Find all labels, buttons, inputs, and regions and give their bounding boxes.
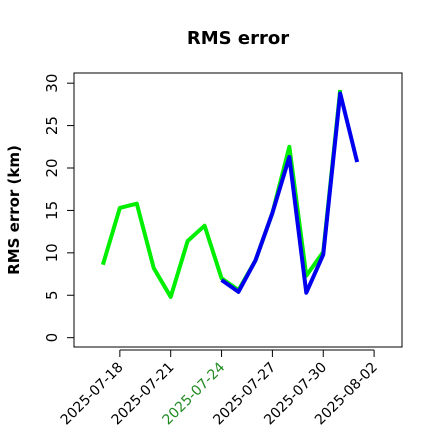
y-tick-label: 25 (43, 116, 61, 135)
y-axis-label: RMS error (km) (5, 145, 23, 275)
y-tick-label: 5 (43, 290, 61, 300)
line-series (220, 91, 360, 295)
y-tick-label: 0 (43, 333, 61, 343)
chart-title: RMS error (187, 28, 289, 49)
y-tick-label: 10 (43, 243, 61, 262)
y-tick-label: 15 (43, 201, 61, 220)
y-tick-label: 20 (43, 158, 61, 177)
plot-box (73, 72, 403, 348)
y-tick-label: 30 (43, 74, 61, 93)
